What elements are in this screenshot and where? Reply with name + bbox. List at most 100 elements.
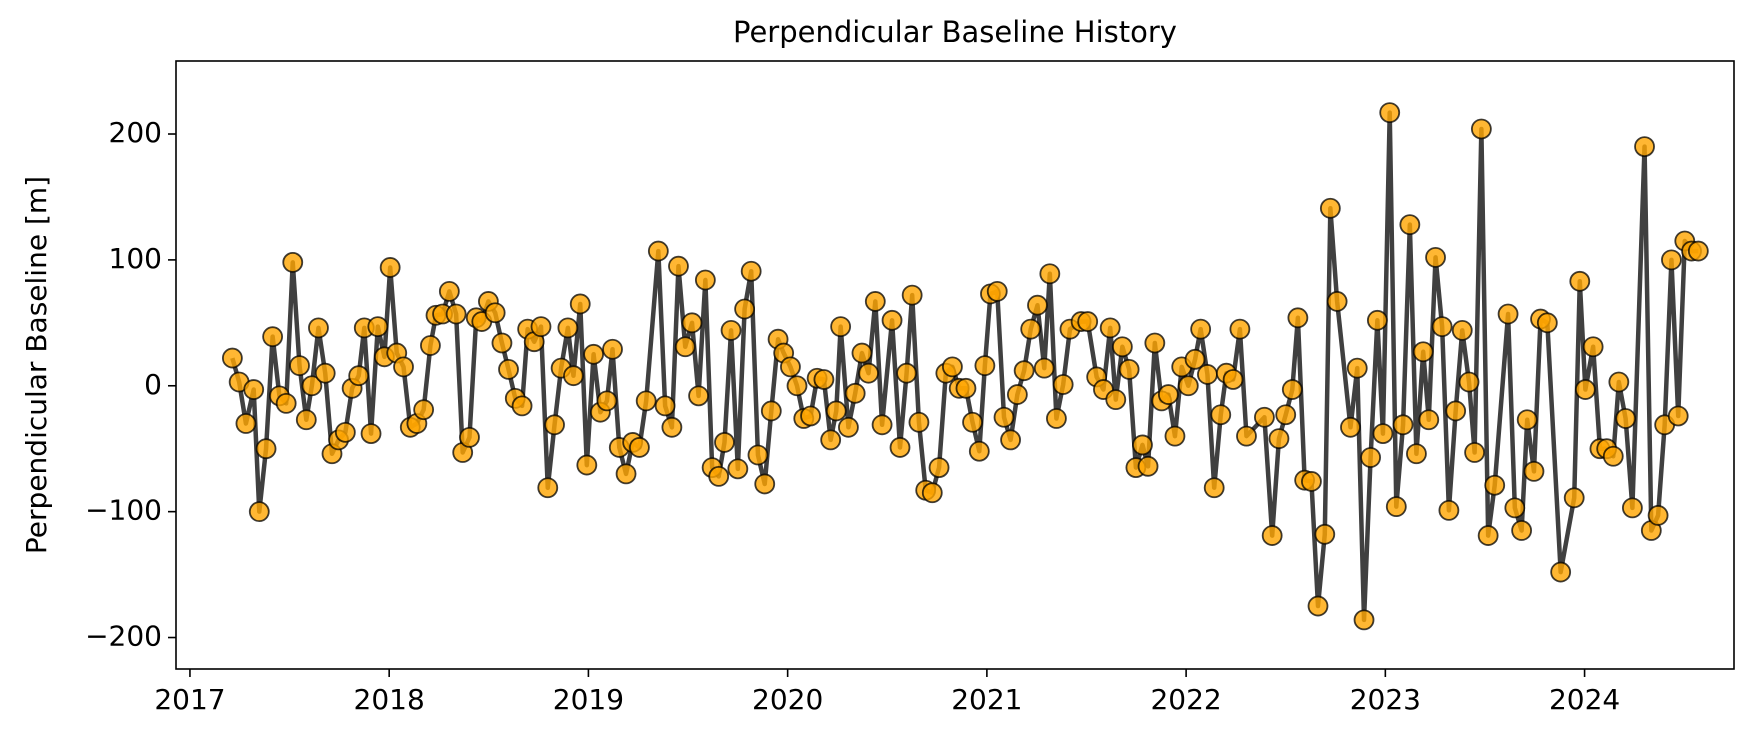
- data-point: [838, 416, 859, 438]
- data-point: [1634, 136, 1655, 157]
- data-point: [1504, 497, 1526, 519]
- data-point: [820, 429, 842, 451]
- data-point: [1602, 445, 1624, 467]
- data-point: [1484, 474, 1506, 496]
- x-tick-label: 2021: [951, 683, 1022, 716]
- data-point: [851, 342, 873, 364]
- data-point: [974, 355, 996, 377]
- x-tick-label: 2017: [154, 683, 225, 716]
- data-point: [734, 298, 756, 320]
- data-point: [1033, 357, 1055, 379]
- data-point: [740, 260, 762, 282]
- data-point: [544, 414, 565, 436]
- data-point: [825, 400, 847, 422]
- data-point: [654, 395, 676, 417]
- data-point: [1412, 341, 1434, 363]
- data-point: [864, 291, 886, 312]
- data-point: [1203, 477, 1225, 499]
- data-point: [1137, 455, 1159, 477]
- data-point: [1254, 406, 1275, 428]
- data-point: [438, 280, 460, 302]
- data-point: [491, 332, 513, 354]
- data-point: [1261, 525, 1283, 546]
- x-tick-label: 2019: [553, 683, 624, 716]
- data-point: [647, 240, 669, 262]
- data-point: [629, 437, 650, 458]
- data-point: [1314, 523, 1336, 545]
- data-point: [1523, 460, 1545, 482]
- data-point: [858, 362, 879, 384]
- data-point: [780, 356, 801, 378]
- data-point: [993, 406, 1015, 428]
- data-point: [530, 316, 552, 338]
- data-point: [896, 362, 917, 384]
- data-point: [445, 303, 467, 325]
- data-point: [1399, 214, 1421, 236]
- data-point: [420, 335, 441, 356]
- data-point: [1511, 520, 1533, 541]
- data-point: [1340, 416, 1361, 438]
- data-point: [596, 390, 618, 412]
- data-point: [968, 440, 990, 462]
- data-point: [1281, 379, 1303, 400]
- data-point: [1046, 408, 1067, 429]
- data-point: [1470, 118, 1492, 140]
- data-point: [921, 482, 943, 504]
- data-point: [360, 423, 382, 445]
- data-point: [1438, 499, 1460, 521]
- x-tick-label: 2018: [354, 683, 425, 716]
- data-point: [674, 336, 696, 358]
- data-point: [754, 473, 776, 495]
- data-point: [1027, 294, 1048, 316]
- data-point: [235, 413, 257, 434]
- data-point: [1105, 389, 1127, 411]
- data-point: [708, 466, 730, 487]
- data-point: [348, 365, 370, 387]
- data-point: [889, 437, 911, 458]
- data-point: [484, 302, 506, 324]
- data-point: [367, 316, 389, 338]
- data-point: [576, 454, 598, 476]
- data-point: [282, 252, 304, 273]
- data-point: [314, 362, 336, 384]
- data-point: [1451, 319, 1473, 341]
- data-point: [1569, 270, 1591, 292]
- data-point: [1366, 309, 1388, 331]
- data-point: [243, 379, 265, 400]
- data-point: [248, 501, 270, 523]
- data-point: [1236, 425, 1257, 447]
- data-point: [334, 421, 356, 443]
- data-point: [694, 269, 716, 291]
- data-point: [1353, 609, 1375, 631]
- data-point: [1013, 360, 1035, 382]
- data-point: [1563, 487, 1585, 509]
- y-tick-label: 100: [109, 242, 162, 275]
- data-point: [295, 409, 317, 431]
- data-point: [1222, 369, 1244, 390]
- y-tick-label: −100: [85, 494, 162, 527]
- data-point: [1406, 443, 1427, 465]
- data-point: [1574, 379, 1596, 400]
- chart-title: Perpendicular Baseline History: [733, 15, 1177, 49]
- data-point: [1536, 312, 1558, 334]
- data-point: [1647, 505, 1669, 526]
- data-point: [1516, 409, 1538, 431]
- data-point: [1052, 374, 1074, 395]
- data-point: [1184, 348, 1206, 370]
- data-point: [1190, 318, 1212, 340]
- data-point: [786, 375, 808, 397]
- data-point: [830, 316, 852, 338]
- data-point: [262, 326, 284, 348]
- data-point: [688, 385, 709, 407]
- x-tick-label: 2024: [1549, 683, 1620, 716]
- data-point: [1177, 375, 1199, 397]
- data-point: [1039, 263, 1061, 285]
- data-point: [928, 457, 950, 478]
- y-tick-label: −200: [85, 620, 162, 653]
- data-point: [379, 257, 401, 278]
- data-point: [635, 390, 657, 412]
- data-point: [1268, 428, 1290, 450]
- data-point: [661, 416, 683, 438]
- data-point: [714, 432, 735, 453]
